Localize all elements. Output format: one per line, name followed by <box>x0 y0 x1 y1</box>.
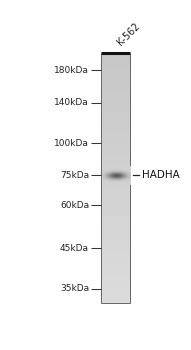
Text: 100kDa: 100kDa <box>54 139 89 148</box>
Text: HADHA: HADHA <box>142 170 180 180</box>
Text: 75kDa: 75kDa <box>60 171 89 180</box>
Bar <box>101 54 130 303</box>
Text: 45kDa: 45kDa <box>60 244 89 253</box>
Text: 140kDa: 140kDa <box>54 98 89 107</box>
Text: 60kDa: 60kDa <box>60 201 89 210</box>
Text: 180kDa: 180kDa <box>54 66 89 75</box>
Text: K-562: K-562 <box>116 21 142 47</box>
Text: 35kDa: 35kDa <box>60 284 89 293</box>
